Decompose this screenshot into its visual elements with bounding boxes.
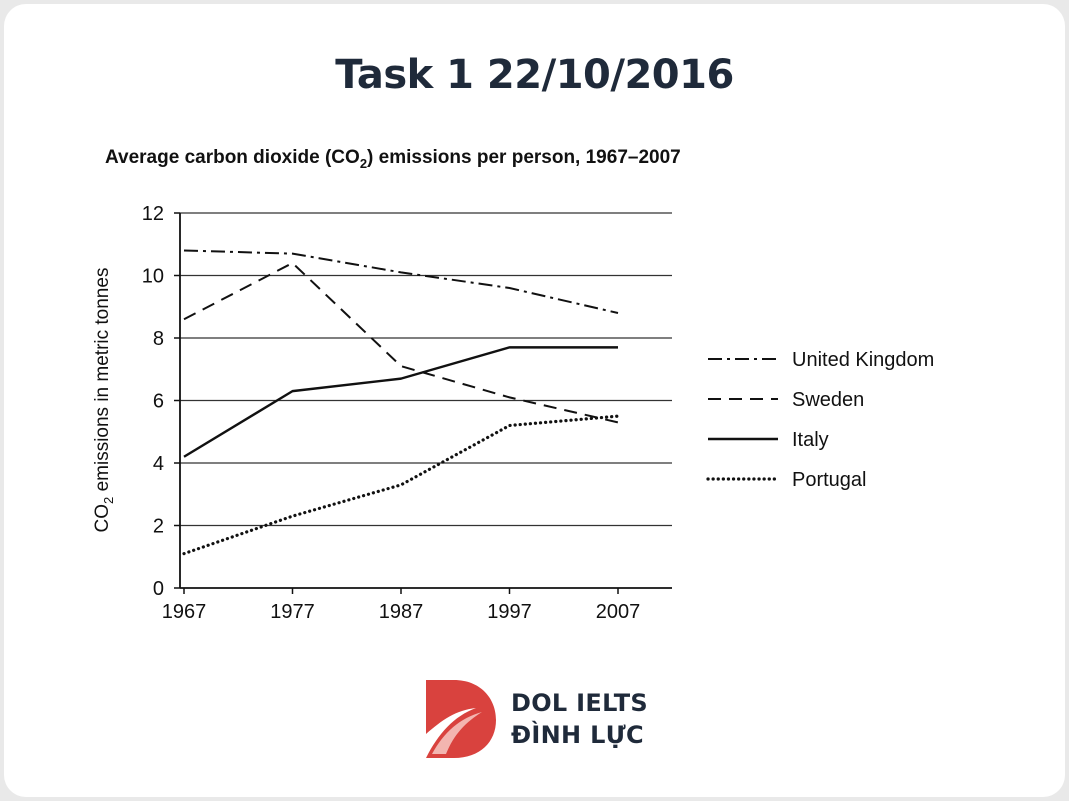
y-tick-label: 6 (153, 391, 164, 413)
y-axis-label-subscript: 2 (101, 497, 116, 504)
y-tick-label: 0 (153, 578, 164, 600)
y-tick-label: 10 (142, 266, 164, 288)
chart-title-prefix: Average carbon dioxide (CO (105, 147, 360, 168)
logo-line-1: DOL IELTS (511, 689, 648, 717)
x-tick-labels: 1967 1977 1987 1997 2007 (162, 601, 641, 623)
x-tick-label: 1967 (162, 601, 207, 623)
y-tick-label: 2 (153, 516, 164, 538)
chart-title-suffix: ) emissions per person, 1967–2007 (367, 147, 681, 168)
y-tick-label: 8 (153, 328, 164, 350)
legend-label: United Kingdom (792, 349, 934, 371)
legend: United Kingdom Sweden Italy Portugal (706, 349, 934, 491)
page-title: Task 1 22/10/2016 (335, 52, 734, 98)
axes (174, 212, 672, 594)
y-tick-label: 12 (142, 203, 164, 225)
logo-line-2: ĐÌNH LỰC (511, 721, 644, 749)
y-tick-labels: 0 2 4 6 8 10 12 (142, 203, 164, 600)
x-tick-label: 1987 (379, 601, 424, 623)
y-axis-label-suffix: emissions in metric tonnes (92, 268, 113, 497)
series-lines (182, 249, 620, 556)
y-axis-label-prefix: CO (92, 504, 113, 533)
x-tick-label: 2007 (596, 601, 641, 623)
series-line-sweden (183, 262, 619, 424)
series-line-italy (183, 346, 618, 458)
series-line-portugal (182, 414, 620, 556)
legend-label: Sweden (792, 389, 864, 411)
grid-lines (180, 212, 672, 527)
x-tick-label: 1977 (270, 601, 315, 623)
legend-label: Italy (792, 429, 829, 451)
x-tick-label: 1997 (487, 601, 532, 623)
chart-title-subscript: 2 (360, 156, 367, 171)
legend-label: Portugal (792, 469, 867, 491)
dol-logo-icon (426, 680, 496, 758)
y-tick-label: 4 (153, 453, 164, 475)
y-axis-label: CO2 emissions in metric tonnes (92, 268, 116, 533)
series-line-united-kingdom (183, 249, 619, 314)
chart-title: Average carbon dioxide (CO2) emissions p… (105, 147, 681, 171)
